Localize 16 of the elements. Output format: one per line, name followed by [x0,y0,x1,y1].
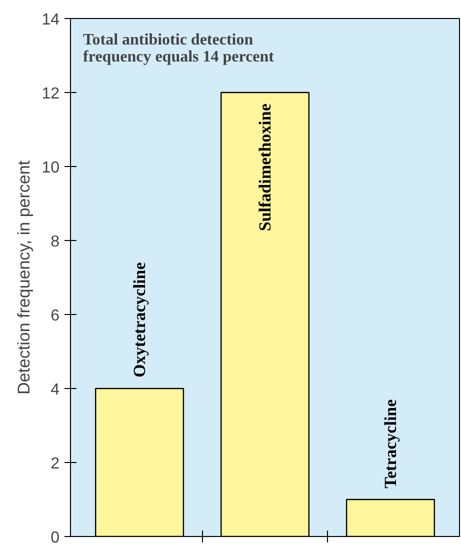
y-axis-title: Detection frequency, in percent [14,160,34,395]
bar [346,498,436,536]
bar [94,388,184,536]
x-tick-label: Oxytetracycline [130,262,150,378]
y-tick-label: 0 [50,530,60,546]
y-tick-label: 6 [50,308,60,324]
y-tick-label: 10 [42,160,60,176]
y-tick-label: 12 [42,86,60,102]
x-tick-label: Sulfadimethoxine [256,103,274,232]
x-tick-label: Tetracycline [380,398,400,488]
y-tick-label: 8 [50,234,60,250]
y-tick-label: 2 [50,456,60,472]
y-tick-label: 14 [42,12,60,28]
bar [220,92,310,536]
annotation: Total antibiotic detection frequency equals 14 percent [83,31,275,66]
y-tick-label: 4 [50,382,60,398]
